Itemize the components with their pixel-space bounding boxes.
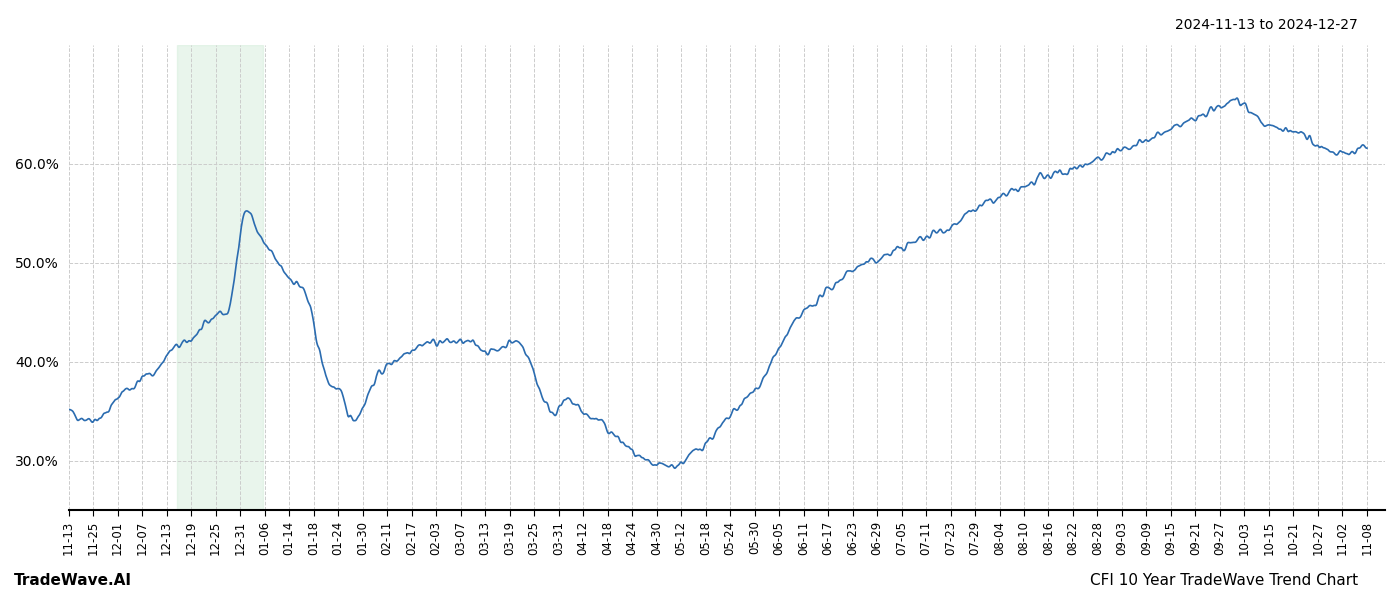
Text: TradeWave.AI: TradeWave.AI bbox=[14, 573, 132, 588]
Bar bbox=[176, 45, 263, 510]
Text: 2024-11-13 to 2024-12-27: 2024-11-13 to 2024-12-27 bbox=[1175, 18, 1358, 32]
Text: CFI 10 Year TradeWave Trend Chart: CFI 10 Year TradeWave Trend Chart bbox=[1089, 573, 1358, 588]
